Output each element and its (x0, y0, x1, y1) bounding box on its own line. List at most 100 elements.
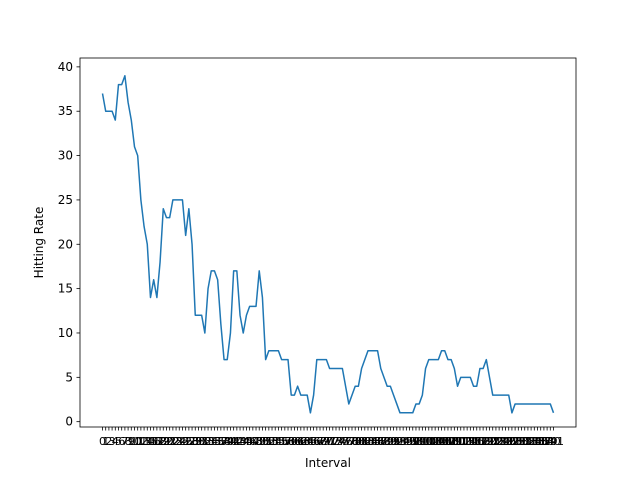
plot-area (80, 58, 576, 427)
x-tick-label: 110 (444, 435, 465, 448)
x-tick-label: 120 (476, 435, 497, 448)
x-tick-label: 37 (214, 435, 228, 448)
x-tick-label: 22 (166, 435, 180, 448)
x-tick-label: 84 (364, 435, 378, 448)
x-tick-label: 59 (284, 435, 298, 448)
x-tick-label: 92 (390, 435, 404, 448)
x-tick-label: 126 (495, 435, 516, 448)
x-tick-label: 47 (246, 435, 260, 448)
x-tick-label: 82 (358, 435, 372, 448)
y-tick-label: 10 (58, 326, 73, 340)
x-tick-label: 4 (112, 435, 119, 448)
x-tick-label: 1 (102, 435, 109, 448)
x-tick-label: 132 (514, 435, 535, 448)
x-tick-label: 17 (150, 435, 164, 448)
x-tick-label: 117 (466, 435, 487, 448)
x-tick-label: 5 (115, 435, 122, 448)
x-tick-label: 136 (527, 435, 548, 448)
x-tick-label: 29 (188, 435, 202, 448)
x-tick-label: 66 (307, 435, 321, 448)
x-tick-label: 53 (265, 435, 279, 448)
x-tick-label: 103 (421, 435, 442, 448)
x-tick-label: 57 (278, 435, 292, 448)
x-tick-label: 50 (255, 435, 269, 448)
x-tick-label: 138 (533, 435, 554, 448)
x-tick-label: 6 (118, 435, 125, 448)
x-tick-label: 133 (517, 435, 538, 448)
y-tick-label: 30 (58, 149, 73, 163)
x-tick-label: 61 (291, 435, 305, 448)
x-tick-label: 63 (297, 435, 311, 448)
x-tick-label: 125 (492, 435, 513, 448)
x-tick-label: 62 (294, 435, 308, 448)
x-tick-label: 13 (137, 435, 151, 448)
x-tick-label: 106 (431, 435, 452, 448)
x-tick-label: 56 (275, 435, 289, 448)
x-tick-label: 15 (143, 435, 157, 448)
x-tick-label: 118 (469, 435, 490, 448)
x-tick-label: 25 (175, 435, 189, 448)
x-tick-label: 0 (99, 435, 106, 448)
x-tick-label: 87 (374, 435, 388, 448)
y-tick-label: 0 (65, 415, 73, 429)
x-tick-label: 76 (339, 435, 353, 448)
x-tick-label: 130 (508, 435, 529, 448)
x-axis-label: Interval (305, 456, 351, 470)
x-tick-label: 119 (473, 435, 494, 448)
x-tick-label: 114 (457, 435, 478, 448)
x-tick-label: 97 (406, 435, 420, 448)
x-tick-label: 45 (239, 435, 253, 448)
x-tick-label: 81 (355, 435, 369, 448)
x-tick-label: 102 (418, 435, 439, 448)
x-tick-label: 80 (351, 435, 365, 448)
x-tick-label: 20 (159, 435, 173, 448)
x-tick-label: 21 (163, 435, 177, 448)
x-tick-label: 52 (262, 435, 276, 448)
x-tick-label: 9 (128, 435, 135, 448)
x-tick-label: 60 (287, 435, 301, 448)
x-tick-label: 10 (127, 435, 141, 448)
x-tick-label: 28 (185, 435, 199, 448)
x-tick-label: 34 (204, 435, 218, 448)
x-tick-label: 18 (153, 435, 167, 448)
x-tick-label: 124 (489, 435, 510, 448)
y-tick-label: 15 (58, 282, 73, 296)
x-tick-label: 31 (195, 435, 209, 448)
x-tick-label: 67 (310, 435, 324, 448)
x-tick-label: 108 (437, 435, 458, 448)
series-line (101, 74, 555, 414)
x-tick-label: 79 (348, 435, 362, 448)
x-tick-label: 86 (371, 435, 385, 448)
x-tick-label: 64 (300, 435, 314, 448)
x-tick-label: 38 (217, 435, 231, 448)
x-tick-label: 139 (537, 435, 558, 448)
x-tick-label: 24 (172, 435, 186, 448)
x-tick-label: 48 (249, 435, 263, 448)
x-tick-label: 35 (207, 435, 221, 448)
x-tick-label: 99 (412, 435, 426, 448)
x-tick-label: 135 (524, 435, 545, 448)
x-tick-label: 7 (121, 435, 128, 448)
x-tick-label: 12 (134, 435, 148, 448)
x-tick-label: 107 (434, 435, 455, 448)
x-tick-label: 70 (319, 435, 333, 448)
x-tick-label: 109 (441, 435, 462, 448)
x-tick-label: 111 (447, 435, 468, 448)
x-tick-label: 121 (479, 435, 500, 448)
x-tick-label: 88 (377, 435, 391, 448)
x-tick-label: 8 (125, 435, 132, 448)
y-tick-label: 20 (58, 237, 73, 251)
y-axis-label: Hitting Rate (32, 207, 46, 279)
x-tick-label: 2 (105, 435, 112, 448)
x-tick-label: 54 (268, 435, 282, 448)
x-tick-label: 55 (271, 435, 285, 448)
x-tick-label: 95 (399, 435, 413, 448)
x-tick-label: 44 (236, 435, 250, 448)
x-tick-label: 65 (303, 435, 317, 448)
x-tick-label: 39 (220, 435, 234, 448)
x-tick-label: 43 (233, 435, 247, 448)
x-axis-ticks: 0123456789101112131415161718192021222324… (99, 427, 564, 448)
x-tick-label: 91 (387, 435, 401, 448)
x-tick-label: 137 (530, 435, 551, 448)
x-tick-label: 74 (332, 435, 346, 448)
